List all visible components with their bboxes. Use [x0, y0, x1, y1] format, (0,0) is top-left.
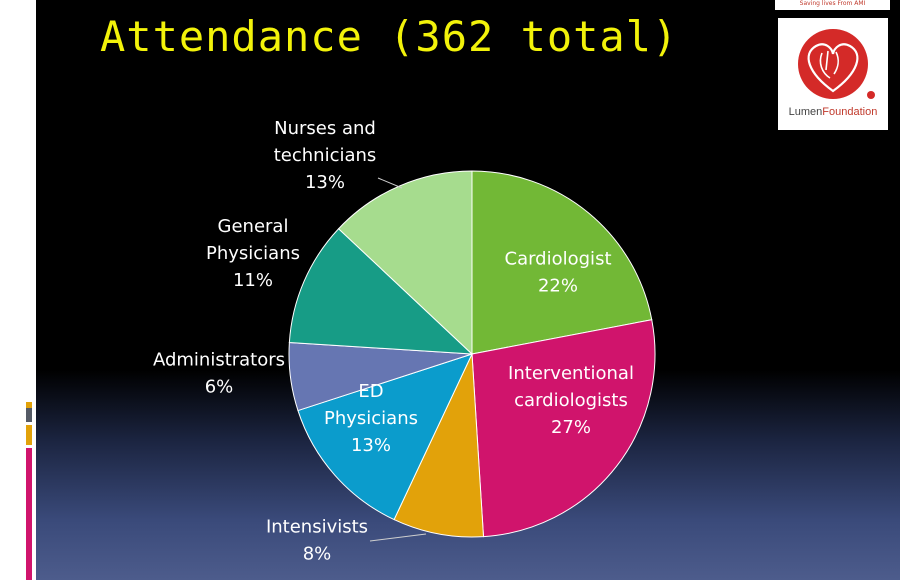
logo-name: LumenFoundation [778, 106, 888, 118]
pie-slice-ed-physicians [297, 353, 473, 521]
data-label-intensivists: Intensivists 8% [266, 517, 368, 565]
left-decorative-strip [0, 0, 36, 580]
data-label-nurses-and-technicians: Nurses and technicians 13% [274, 118, 377, 193]
pie-slice-interventional-cardiologists [471, 319, 656, 538]
leader-line-nurses-and-technicians [377, 177, 403, 189]
data-label-ed-physicians: ED Physicians 13% [324, 381, 418, 456]
pie-slice-intensivists [393, 353, 485, 538]
pie-slice-nurses-and-technicians [337, 170, 473, 356]
logo-tagline: Saving lives From AMI [775, 0, 890, 10]
strip-bar-orange [26, 402, 32, 410]
data-label-administrators: Administrators 6% [153, 350, 285, 398]
data-label-cardiologist: Cardiologist 22% [505, 249, 612, 297]
decorative-lines-icon [21, 20, 33, 56]
strip-bar-magenta [26, 448, 32, 580]
lumen-heart-icon [798, 29, 875, 99]
data-label-general-physicians: General Physicians 11% [206, 216, 300, 291]
pie-slice-cardiologist [471, 170, 653, 355]
logo-name-part1: Lumen [788, 106, 823, 118]
logo-name-part2: Foundation [822, 106, 878, 118]
lumen-foundation-logo: LumenFoundation [778, 18, 888, 130]
slide-title: Attendance (362 total) [100, 12, 679, 61]
strip-bar-gray [26, 408, 32, 422]
data-label-interventional-cardiologists: Interventional cardiologists 27% [508, 363, 634, 438]
pie-slice-general-physicians [288, 228, 474, 355]
leader-line-intensivists [369, 533, 427, 542]
strip-bar-gold [26, 425, 32, 445]
